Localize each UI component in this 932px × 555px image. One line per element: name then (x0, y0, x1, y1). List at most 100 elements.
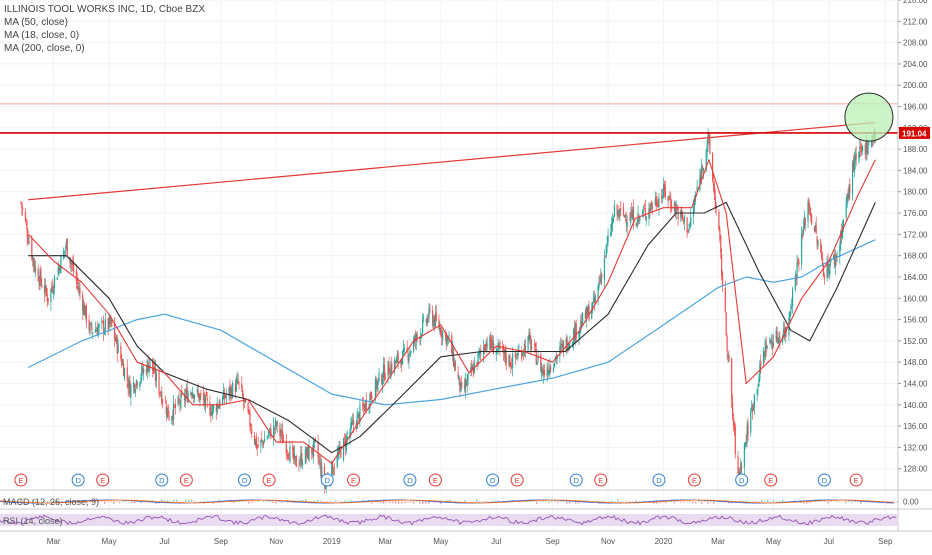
price-tick-label: 172.00 (903, 230, 928, 239)
candle-body (114, 323, 115, 339)
candle-body (820, 242, 821, 252)
candle-body (318, 442, 319, 458)
event-marker-label: E (184, 476, 189, 485)
candle-body (607, 243, 608, 246)
macd-histogram-bar (779, 501, 781, 502)
event-marker-label: D (822, 476, 828, 485)
event-marker-label: D (656, 476, 662, 485)
macd-histogram-bar (380, 502, 382, 503)
event-marker-label: D (407, 476, 413, 485)
candle-body (382, 380, 383, 385)
candle-body (467, 379, 468, 386)
candle-body (92, 332, 93, 333)
candle-body (256, 436, 257, 448)
candle-body (817, 241, 818, 246)
candle-body (735, 427, 736, 455)
candle-body (296, 456, 297, 467)
candle-body (343, 438, 344, 460)
candle-body (843, 221, 844, 226)
last-price-tag: 191.04 (899, 127, 930, 139)
candle-body (385, 378, 386, 379)
candle-body (268, 436, 269, 437)
candle-body (238, 380, 239, 382)
candle-body (620, 208, 621, 209)
macd-histogram-bar (413, 502, 415, 504)
candle-body (522, 353, 523, 356)
candle-body (410, 351, 411, 353)
price-tick-label: 156.00 (903, 316, 928, 325)
macd-histogram-bar (602, 501, 604, 502)
date-tick-label: Mar (47, 537, 61, 546)
highlight-circle (845, 93, 893, 141)
candle-body (797, 262, 798, 277)
candle-body (111, 320, 112, 326)
candle-body (283, 440, 284, 441)
candle-body (207, 398, 208, 401)
macd-histogram-bar (851, 502, 853, 503)
candle-body (643, 210, 644, 211)
candle-body (722, 273, 723, 285)
candle-body (732, 402, 733, 416)
macd-histogram-bar (482, 501, 484, 502)
candle-body (651, 202, 652, 207)
candle-body (267, 438, 268, 439)
candle-body (646, 216, 647, 219)
macd-histogram-bar (398, 502, 400, 504)
candle-body (588, 306, 589, 320)
candle-body (48, 298, 49, 302)
candle-body (359, 405, 360, 420)
candle-body (582, 313, 583, 324)
macd-histogram-bar (710, 502, 712, 503)
candle-body (694, 202, 695, 209)
candle-body (168, 416, 169, 420)
candle-body (262, 441, 263, 442)
event-marker-label: E (692, 476, 697, 485)
candle-body (260, 440, 261, 446)
macd-histogram-bar (845, 502, 847, 504)
candle-body (868, 144, 869, 145)
candle-body (199, 395, 200, 400)
date-tick-label: May (766, 537, 781, 546)
candle-body (289, 446, 290, 462)
macd-histogram-bar (755, 501, 757, 502)
event-marker-label: E (351, 476, 356, 485)
candle-body (404, 348, 405, 351)
candle-body (398, 353, 399, 363)
candle-body (53, 290, 54, 293)
candle-body (436, 312, 437, 320)
macd-axis-label: 0.00 (903, 498, 919, 507)
macd-histogram-bar (554, 501, 556, 502)
price-tick-label: 164.00 (903, 273, 928, 282)
candle-body (809, 206, 810, 215)
macd-histogram-bar (686, 501, 688, 502)
macd-histogram-bar (557, 502, 559, 503)
event-marker-label: E (433, 476, 438, 485)
macd-histogram-bar (674, 502, 676, 504)
candle-body (763, 352, 764, 364)
candle-body (720, 236, 721, 253)
macd-histogram-bar (494, 501, 496, 502)
macd-histogram-bar (623, 501, 625, 502)
candle-body (790, 311, 791, 315)
price-tick-label: 188.00 (903, 145, 928, 154)
macd-histogram-bar (101, 501, 103, 502)
candle-body (67, 239, 68, 256)
candle-body (140, 377, 141, 380)
candle-body (727, 354, 728, 355)
candle-body (384, 365, 385, 380)
candle-body (27, 228, 28, 238)
event-marker-label: E (100, 476, 105, 485)
macd-histogram-bar (410, 502, 412, 503)
candle-body (22, 208, 23, 209)
candle-body (858, 152, 859, 161)
candle-body (158, 372, 159, 393)
candle-body (461, 382, 462, 386)
candle-body (237, 378, 238, 380)
macd-histogram-bar (107, 502, 109, 503)
candle-body (78, 286, 79, 288)
candle-body (637, 224, 638, 226)
macd-histogram-bar (383, 502, 385, 504)
